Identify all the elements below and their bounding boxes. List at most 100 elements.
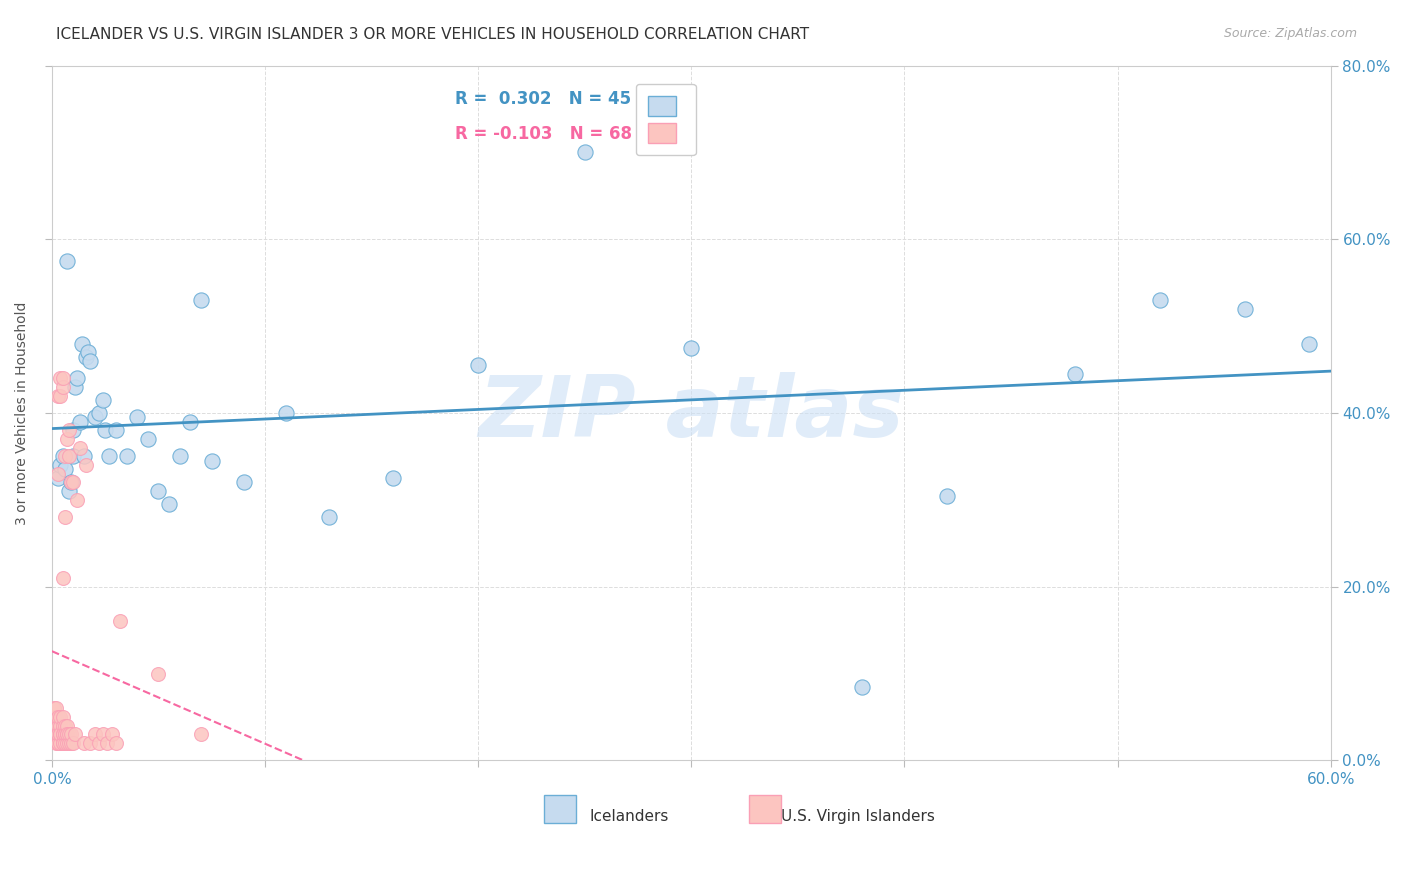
Point — [53, 736, 76, 750]
Point — [157, 497, 180, 511]
Point — [62, 736, 84, 750]
Point — [62, 475, 84, 490]
Point — [73, 736, 96, 750]
Point — [62, 423, 84, 437]
Point — [936, 489, 959, 503]
Point — [52, 450, 75, 464]
Point — [60, 475, 83, 490]
Point — [45, 736, 67, 750]
Point — [381, 471, 404, 485]
Point — [179, 415, 201, 429]
Text: ZIP atlas: ZIP atlas — [478, 371, 904, 455]
Point — [276, 406, 298, 420]
Point — [52, 736, 75, 750]
Point — [58, 736, 80, 750]
Point — [318, 510, 340, 524]
Point — [42, 727, 65, 741]
Text: Icelanders: Icelanders — [589, 809, 668, 824]
Point — [66, 371, 89, 385]
Point — [45, 701, 67, 715]
Point — [136, 432, 159, 446]
Point — [60, 736, 83, 750]
Point — [190, 727, 212, 741]
Point — [201, 454, 224, 468]
Point — [49, 719, 72, 733]
Point — [60, 727, 83, 741]
Text: ICELANDER VS U.S. VIRGIN ISLANDER 3 OR MORE VEHICLES IN HOUSEHOLD CORRELATION CH: ICELANDER VS U.S. VIRGIN ISLANDER 3 OR M… — [56, 27, 810, 42]
Point — [681, 341, 703, 355]
Point — [148, 666, 170, 681]
Point — [104, 423, 127, 437]
Point — [46, 710, 69, 724]
Point — [53, 727, 76, 741]
Point — [467, 358, 489, 372]
Point — [115, 450, 138, 464]
Point — [60, 475, 83, 490]
Point — [52, 727, 75, 741]
Point — [56, 432, 79, 446]
Point — [46, 727, 69, 741]
Y-axis label: 3 or more Vehicles in Household: 3 or more Vehicles in Household — [15, 301, 30, 524]
Legend: , : , — [636, 84, 696, 155]
Point — [73, 450, 96, 464]
Point — [46, 467, 69, 481]
Point — [53, 510, 76, 524]
Point — [53, 727, 76, 741]
Point — [52, 719, 75, 733]
Point — [52, 727, 75, 741]
Point — [98, 450, 121, 464]
Point — [53, 462, 76, 476]
Point — [49, 389, 72, 403]
Text: R = -0.103   N = 68: R = -0.103 N = 68 — [454, 125, 631, 143]
Point — [46, 727, 69, 741]
Point — [65, 380, 87, 394]
Point — [58, 484, 80, 499]
Point — [46, 389, 69, 403]
Point — [83, 410, 105, 425]
Point — [100, 727, 122, 741]
Point — [108, 615, 131, 629]
Point — [56, 727, 79, 741]
Text: Source: ZipAtlas.com: Source: ZipAtlas.com — [1223, 27, 1357, 40]
Point — [52, 736, 75, 750]
Point — [91, 727, 114, 741]
Point — [52, 371, 75, 385]
Point — [91, 392, 114, 407]
Point — [49, 710, 72, 724]
Point — [49, 727, 72, 741]
Point — [94, 423, 117, 437]
Point — [77, 345, 100, 359]
Point — [46, 736, 69, 750]
Point — [49, 458, 72, 472]
Point — [46, 471, 69, 485]
Point — [46, 719, 69, 733]
Point — [56, 719, 79, 733]
Point — [104, 736, 127, 750]
FancyBboxPatch shape — [544, 795, 576, 823]
Point — [58, 450, 80, 464]
Point — [851, 680, 873, 694]
Point — [49, 371, 72, 385]
Point — [52, 710, 75, 724]
Point — [42, 719, 65, 733]
Point — [169, 450, 191, 464]
Point — [53, 450, 76, 464]
Point — [574, 145, 596, 160]
Point — [127, 410, 149, 425]
Text: U.S. Virgin Islanders: U.S. Virgin Islanders — [780, 809, 935, 824]
Point — [1064, 367, 1087, 381]
Point — [52, 380, 75, 394]
Point — [148, 484, 170, 499]
Point — [52, 571, 75, 585]
Text: R =  0.302   N = 45: R = 0.302 N = 45 — [454, 90, 631, 108]
Point — [49, 736, 72, 750]
Point — [42, 701, 65, 715]
Point — [45, 710, 67, 724]
Point — [87, 406, 110, 420]
Point — [96, 736, 118, 750]
Point — [66, 492, 89, 507]
Point — [45, 719, 67, 733]
Point — [87, 736, 110, 750]
Point — [58, 423, 80, 437]
Point — [70, 336, 93, 351]
